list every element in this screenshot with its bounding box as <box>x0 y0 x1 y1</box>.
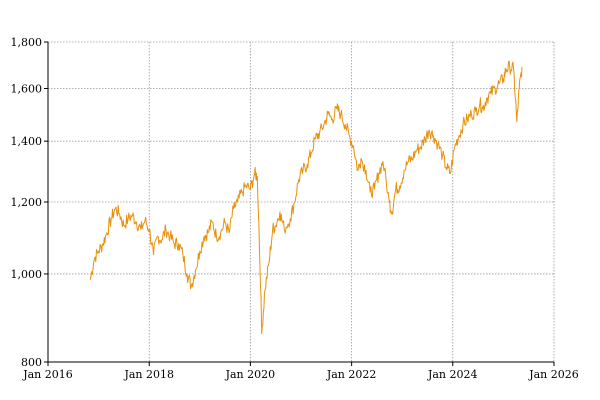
gridlines <box>48 41 555 362</box>
x-tick-label: Jan 2016 <box>22 368 73 381</box>
tick-labels: 800 1,000 1,200 1,400 1,600 1,800 Jan 2016 Jan … <box>11 36 579 381</box>
y-tick-label: 1,400 <box>11 135 43 148</box>
x-tick-label: Jan 2026 <box>528 368 579 381</box>
x-tick-label: Jan 2020 <box>225 368 276 381</box>
y-tick-label: 800 <box>21 356 42 369</box>
x-tick-label: Jan 2022 <box>326 368 377 381</box>
y-tick-label: 1,800 <box>11 36 43 49</box>
series-layer <box>89 60 523 334</box>
x-tick-label: Jan 2018 <box>123 368 174 381</box>
y-tick-label: 1,600 <box>11 82 43 95</box>
y-tick-label: 1,200 <box>11 196 43 209</box>
series-line <box>89 60 523 334</box>
x-tick-label: Jan 2024 <box>427 368 478 381</box>
y-tick-label: 1,000 <box>11 268 43 281</box>
axes <box>44 41 555 366</box>
